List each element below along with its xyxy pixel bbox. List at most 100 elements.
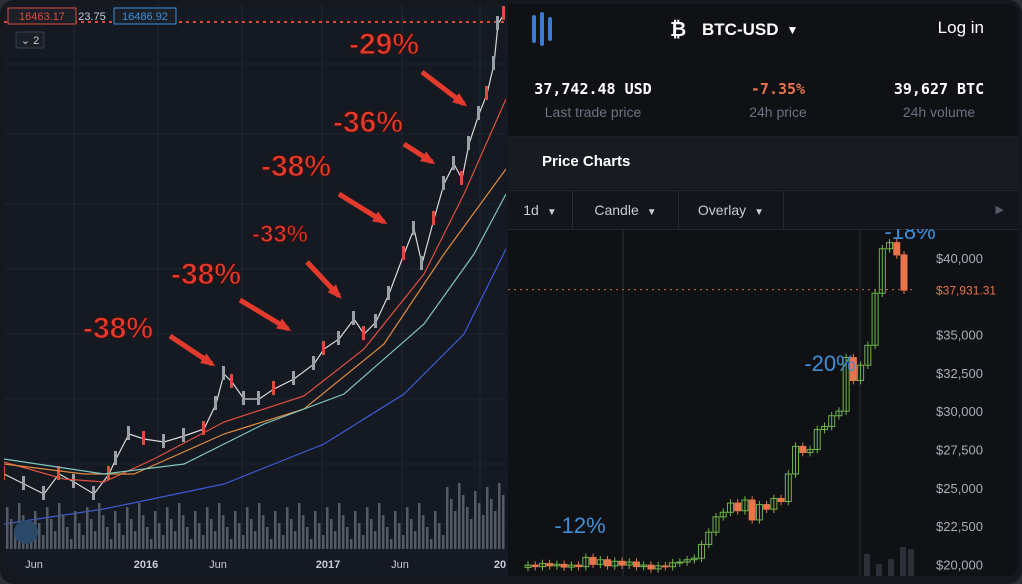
candle-body	[560, 563, 568, 568]
volume-bar	[390, 539, 393, 549]
legend-toggle	[15, 31, 45, 49]
candle-body	[538, 563, 546, 568]
volume-bar	[330, 519, 333, 549]
volume-bar	[422, 515, 425, 549]
candle-body	[777, 497, 785, 503]
header: ₿ BTC-USD ▼ Log in	[508, 4, 1018, 56]
candle-mark	[57, 466, 60, 480]
volume-bar	[498, 483, 501, 549]
stat-label: 24h volume	[902, 104, 976, 120]
candle-mark	[72, 474, 75, 488]
volume-bar	[146, 527, 149, 549]
price-charts-bar: Price Charts	[508, 137, 1018, 189]
volume-bar	[338, 503, 341, 549]
volume-bar	[126, 507, 129, 549]
volume-bar	[482, 515, 485, 549]
interval-dropdown[interactable]: 1d ▼	[508, 191, 573, 229]
volume-bar	[66, 527, 69, 549]
tradingview-logo-icon	[14, 520, 38, 544]
volume-bar	[450, 499, 453, 549]
volume-bar	[218, 503, 221, 549]
x-axis-label: Jun	[391, 559, 409, 571]
login-link[interactable]: Log in	[937, 18, 984, 37]
volume-bar	[214, 531, 217, 549]
candle-mark	[42, 486, 45, 500]
price-charts-title: Price Charts	[542, 153, 631, 170]
candle-body	[719, 511, 727, 518]
volume-bar	[62, 515, 65, 549]
volume-bar	[166, 507, 169, 549]
volume-bar	[98, 503, 101, 549]
candle-body	[676, 561, 684, 564]
long-term-chart-panel: Jun 2016 Jun 2017 Jun 20 16463.17 23.75 16486.92…	[4, 4, 506, 576]
price-line	[4, 13, 505, 495]
candle-body	[857, 364, 865, 382]
volume-bar	[446, 487, 449, 549]
price-stats: 37,742.48 USD Last trade price -7.35% 24…	[508, 80, 1018, 124]
volume-bar	[158, 523, 161, 549]
candle-mark	[467, 136, 470, 150]
candle-body	[575, 564, 583, 568]
x-axis-label: Jun	[209, 559, 227, 571]
volume-bar	[130, 519, 133, 549]
candle-body	[654, 565, 662, 570]
pair-selector[interactable]: ₿ BTC-USD ▼	[670, 17, 798, 43]
price-badge-red	[7, 7, 77, 25]
drawdown-annotation: -29%	[349, 28, 419, 61]
candle-mark	[202, 421, 205, 435]
candle-mark	[432, 211, 435, 225]
chevron-down-icon: ▼	[546, 207, 557, 218]
candle-body	[647, 564, 655, 570]
price-badge-red-text: 16463.17	[19, 11, 65, 23]
volume-bar	[298, 503, 301, 549]
volume-bar	[254, 531, 257, 549]
x-axis-label: Jun	[25, 559, 43, 571]
candle-body	[755, 504, 763, 521]
volume-bar	[270, 539, 273, 549]
candle-body	[893, 242, 901, 256]
volume-bar	[42, 535, 45, 549]
candle-body	[669, 562, 677, 568]
y-axis-label: $20,000	[936, 557, 983, 572]
volume-bar	[246, 507, 249, 549]
x-axis-label: 2016	[134, 559, 158, 571]
volume-bar	[138, 503, 141, 549]
volume-bar	[106, 527, 109, 549]
volume-bar	[238, 523, 241, 549]
moving-average-line	[4, 248, 506, 525]
candle-body	[886, 242, 894, 250]
play-arrow-icon[interactable]: ▶	[995, 204, 1004, 216]
chart-type-dropdown[interactable]: Candle ▼	[573, 191, 679, 229]
overlay-label: Overlay	[697, 202, 747, 218]
candle-body	[698, 543, 706, 559]
volume-bar	[410, 519, 413, 549]
candle-mark	[272, 381, 275, 395]
exchange-logo-icon[interactable]	[532, 12, 558, 46]
candle-body	[618, 560, 626, 566]
volume-bar	[102, 515, 105, 549]
candle-mark	[230, 374, 233, 388]
annotation-arrowhead	[200, 353, 216, 367]
volume-bar	[350, 539, 353, 549]
volume-bar	[470, 519, 473, 549]
overlay-dropdown[interactable]: Overlay ▼	[679, 191, 784, 229]
volume-bar	[262, 515, 265, 549]
moving-average-line	[4, 193, 506, 475]
candle-body	[770, 497, 778, 510]
candle-body	[582, 556, 590, 568]
candle-body	[625, 561, 633, 566]
volume-bar	[346, 527, 349, 549]
y-axis-label: $30,000	[936, 404, 983, 419]
volume-bar	[334, 531, 337, 549]
candle-body	[813, 429, 821, 450]
volume-bar	[266, 527, 269, 549]
volume-bar	[398, 523, 401, 549]
candle-mark	[142, 431, 145, 445]
candle-mark	[214, 396, 217, 410]
y-axis-label: $40,000	[936, 251, 983, 266]
volume-bar	[250, 519, 253, 549]
volume-bar	[342, 515, 345, 549]
candle-body	[712, 516, 720, 533]
volume-bar	[74, 511, 77, 549]
